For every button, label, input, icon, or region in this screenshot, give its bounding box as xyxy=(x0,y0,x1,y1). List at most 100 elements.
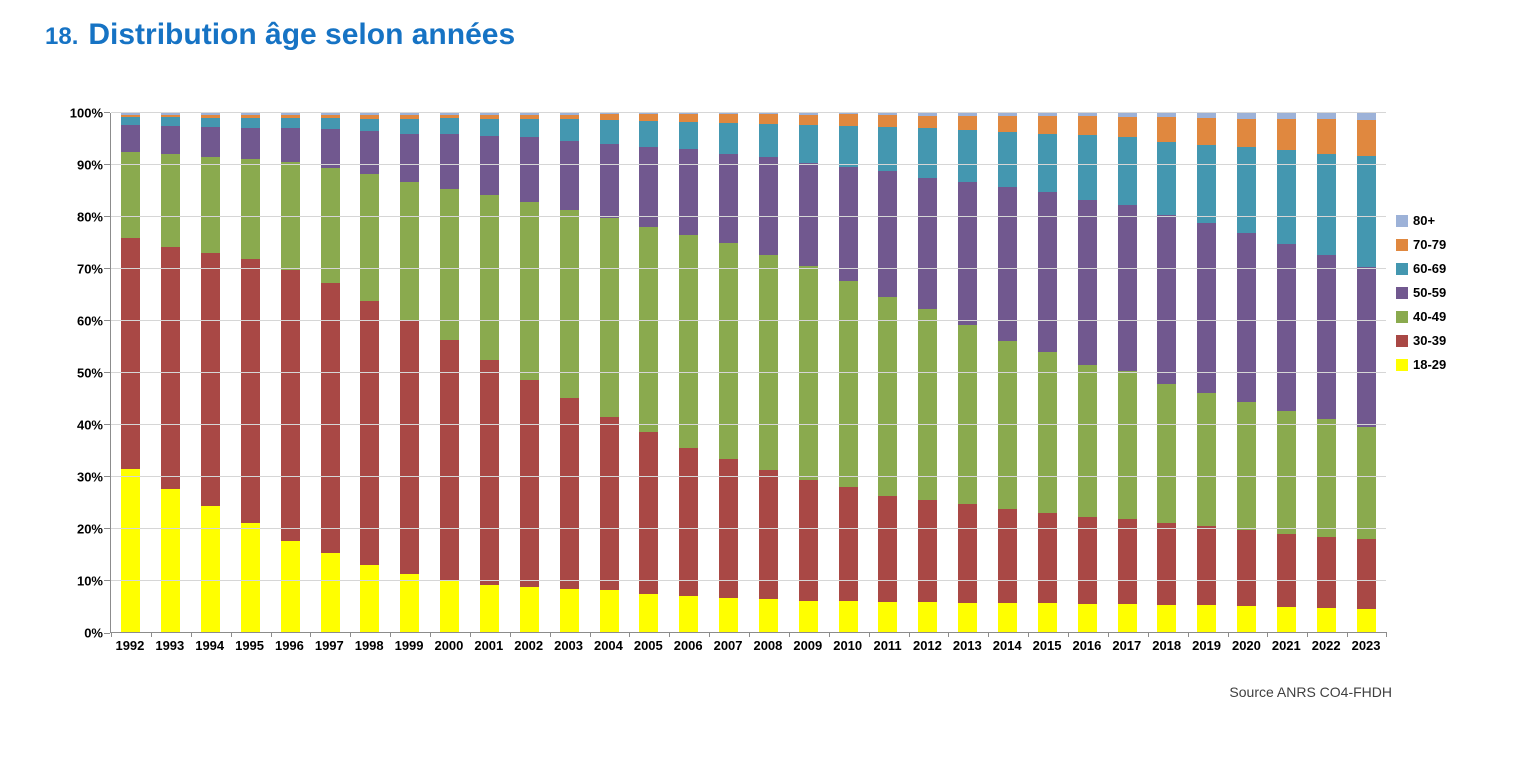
source-text: Source ANRS CO4-FHDH xyxy=(1229,684,1392,700)
stacked-bar-2001 xyxy=(480,113,500,632)
legend-item-18-29: 18-29 xyxy=(1396,357,1446,372)
bar-segment-18-29 xyxy=(719,597,739,632)
y-tick-label: 80% xyxy=(76,209,103,225)
gridline xyxy=(111,112,1386,113)
bar-segment-18-29 xyxy=(878,602,898,632)
bar-segment-30-39 xyxy=(1037,513,1057,604)
y-tick-label: 20% xyxy=(76,521,103,537)
bar-segment-50-59 xyxy=(639,147,659,227)
bar-segment-30-39 xyxy=(1157,523,1177,605)
bar-segment-80+ xyxy=(997,113,1017,116)
x-axis-tick xyxy=(1347,632,1349,637)
bar-segment-50-59 xyxy=(559,140,579,210)
bar-segment-70-79 xyxy=(758,114,778,125)
chart-legend: 80+ 70-79 60-69 50-59 40-49 30-39 18-29 xyxy=(1396,213,1446,372)
x-axis-tick xyxy=(629,632,631,637)
bar-segment-80+ xyxy=(1077,113,1097,117)
bars-container xyxy=(111,113,1386,632)
bar-segment-18-29 xyxy=(201,506,221,632)
y-axis-tick xyxy=(104,528,110,529)
stacked-bar-1998 xyxy=(360,113,380,632)
bar-slot xyxy=(1187,113,1227,632)
legend-swatch-icon xyxy=(1396,238,1408,251)
x-tick-label: 2007 xyxy=(713,638,743,653)
bar-segment-60-69 xyxy=(201,117,221,128)
bar-segment-60-69 xyxy=(1117,137,1137,206)
gridline xyxy=(111,372,1386,373)
bar-segment-50-59 xyxy=(1037,192,1057,352)
bar-segment-40-49 xyxy=(519,201,539,381)
bar-segment-70-79 xyxy=(1276,118,1296,151)
bar-slot xyxy=(350,113,390,632)
bar-segment-18-29 xyxy=(400,574,420,632)
bar-segment-70-79 xyxy=(121,114,141,117)
bar-segment-80+ xyxy=(240,113,260,116)
bar-segment-60-69 xyxy=(320,118,340,129)
bar-segment-50-59 xyxy=(400,134,420,182)
bar-segment-40-49 xyxy=(1276,410,1296,535)
bar-segment-40-49 xyxy=(1197,393,1217,527)
bar-segment-60-69 xyxy=(719,122,739,154)
bar-segment-50-59 xyxy=(519,137,539,202)
x-tick-label: 2006 xyxy=(673,638,703,653)
x-axis-tick xyxy=(868,632,870,637)
stacked-bar-2020 xyxy=(1237,113,1257,632)
bar-segment-70-79 xyxy=(360,115,380,119)
bar-segment-30-39 xyxy=(997,509,1017,603)
bar-segment-30-39 xyxy=(1237,530,1257,607)
stacked-bar-1993 xyxy=(161,113,181,632)
stacked-bar-2018 xyxy=(1157,113,1177,632)
bar-segment-18-29 xyxy=(798,600,818,632)
bar-segment-70-79 xyxy=(838,114,858,127)
bar-segment-40-49 xyxy=(121,152,141,238)
bar-segment-40-49 xyxy=(918,309,938,500)
stacked-bar-1995 xyxy=(240,113,260,632)
stacked-bar-2017 xyxy=(1117,113,1137,632)
bar-slot xyxy=(1107,113,1147,632)
bar-segment-30-39 xyxy=(280,269,300,541)
bar-slot xyxy=(868,113,908,632)
x-axis-tick xyxy=(469,632,471,637)
y-tick-label: 90% xyxy=(76,157,103,173)
bar-segment-80+ xyxy=(1117,113,1137,118)
bar-segment-80+ xyxy=(360,113,380,116)
bar-slot xyxy=(1346,113,1386,632)
bar-segment-60-69 xyxy=(1316,154,1336,255)
bar-segment-40-49 xyxy=(240,158,260,260)
bar-segment-50-59 xyxy=(758,156,778,256)
bar-segment-18-29 xyxy=(161,489,181,632)
bar-segment-30-39 xyxy=(1117,519,1137,604)
x-axis-tick xyxy=(430,632,431,637)
bar-segment-40-49 xyxy=(639,226,659,433)
bar-segment-80+ xyxy=(1197,113,1217,118)
legend-swatch-icon xyxy=(1396,310,1408,323)
legend-item-60-69: 60-69 xyxy=(1396,261,1446,276)
bar-segment-80+ xyxy=(838,113,858,115)
x-tick-label: 2018 xyxy=(1152,638,1182,653)
bar-segment-30-39 xyxy=(360,300,380,565)
legend-item-40-49: 40-49 xyxy=(1396,309,1446,324)
bar-segment-50-59 xyxy=(360,131,380,174)
x-tick-label: 1996 xyxy=(274,638,304,653)
stacked-bar-2021 xyxy=(1276,113,1296,632)
stacked-bar-2004 xyxy=(599,113,619,632)
bar-segment-30-39 xyxy=(1197,526,1217,606)
bar-segment-40-49 xyxy=(440,189,460,341)
y-axis-tick xyxy=(104,268,110,269)
bar-segment-60-69 xyxy=(480,118,500,137)
stacked-bar-2023 xyxy=(1356,113,1376,632)
y-axis: 0% 10% 20% 30% 40% 50% 60% 70% 80% 90% 100% xyxy=(0,106,103,641)
x-tick-label: 2010 xyxy=(833,638,863,653)
bar-segment-18-29 xyxy=(997,602,1017,632)
x-tick-label: 2019 xyxy=(1192,638,1222,653)
bar-segment-60-69 xyxy=(519,118,539,138)
x-tick-label: 2003 xyxy=(554,638,584,653)
bar-segment-50-59 xyxy=(1077,200,1097,365)
bar-segment-30-39 xyxy=(519,380,539,587)
bar-segment-80+ xyxy=(679,113,699,115)
x-axis-tick xyxy=(1267,632,1269,637)
bar-segment-18-29 xyxy=(280,540,300,632)
bar-segment-40-49 xyxy=(838,281,858,487)
legend-label: 70-79 xyxy=(1413,237,1447,252)
